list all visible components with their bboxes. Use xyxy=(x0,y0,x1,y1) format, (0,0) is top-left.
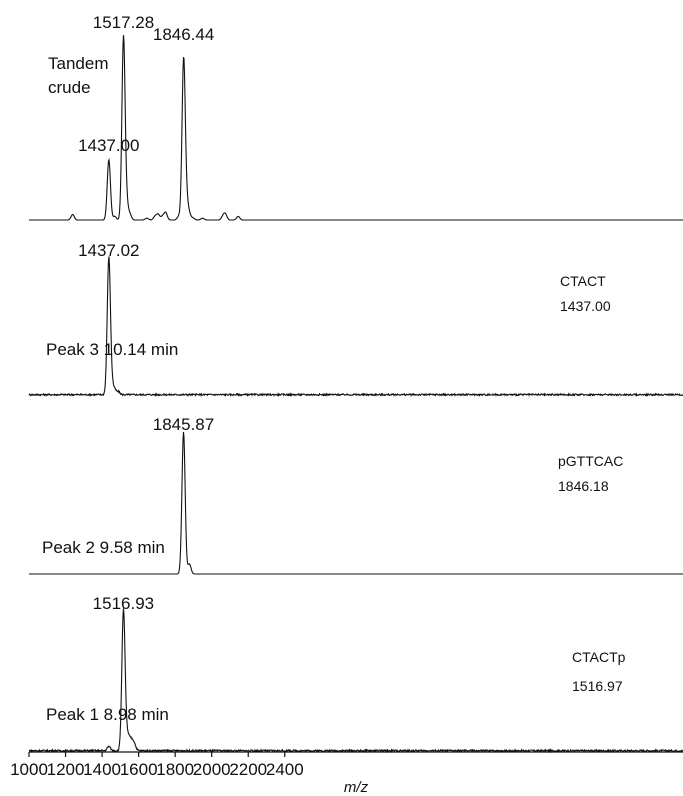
peak-label: 1846.44 xyxy=(153,25,214,44)
x-tick-label: 2200 xyxy=(229,760,267,779)
compound-info: pGTTCAC xyxy=(558,453,623,469)
compound-info: CTACTp xyxy=(572,649,626,665)
x-tick-label: 1800 xyxy=(156,760,194,779)
spectrum-trace-3 xyxy=(29,431,683,575)
x-tick-label: 1600 xyxy=(120,760,158,779)
peak-label: 1845.87 xyxy=(153,415,214,434)
panel-label: Peak 3 10.14 min xyxy=(46,340,178,359)
spectrum-panel-3: 1845.87 Peak 2 9.58 min pGTTCAC 1846.18 xyxy=(29,415,683,575)
spectrum-trace-2 xyxy=(28,256,683,398)
x-tick-label: 1200 xyxy=(47,760,85,779)
peak-label: 1437.02 xyxy=(78,241,139,260)
peak-label: 1517.28 xyxy=(93,13,154,32)
x-tick-label: 2000 xyxy=(193,760,231,779)
spectrum-panel-2: 1437.02 Peak 3 10.14 min CTACT 1437.00 xyxy=(28,241,683,398)
compound-info: 1437.00 xyxy=(560,298,611,314)
peak-label: 1437.00 xyxy=(78,136,139,155)
spectrum-panel-4: 1516.93 Peak 1 8.98 min CTACTp 1516.97 xyxy=(28,594,683,754)
compound-info: 1846.18 xyxy=(558,478,609,494)
x-tick-label: 2400 xyxy=(266,760,304,779)
compound-info: 1516.97 xyxy=(572,678,623,694)
panel-label: crude xyxy=(48,78,91,97)
spectrum-trace-1 xyxy=(29,35,683,221)
peak-label: 1516.93 xyxy=(93,594,154,613)
x-axis-title: m/z xyxy=(344,779,369,796)
panel-label: Tandem xyxy=(48,54,108,73)
compound-info: CTACT xyxy=(560,273,606,289)
spectrum-trace-4 xyxy=(28,608,683,754)
panel-label: Peak 2 9.58 min xyxy=(42,538,165,557)
x-tick-label: 1400 xyxy=(83,760,121,779)
panel-label: Peak 1 8.98 min xyxy=(46,705,169,724)
x-tick-label: 1000 xyxy=(10,760,48,779)
